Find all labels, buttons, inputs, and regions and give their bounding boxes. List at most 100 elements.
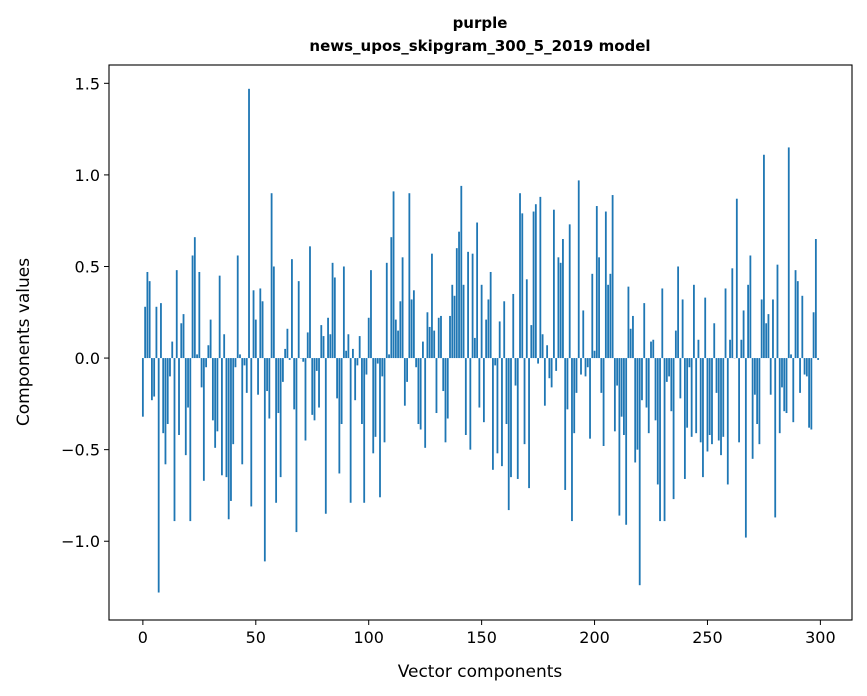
bar-68 (295, 358, 298, 533)
chart-title: purple (453, 14, 508, 32)
axes-frame (108, 64, 853, 621)
bar-195 (582, 310, 585, 359)
bar-87 (338, 358, 341, 474)
bar-254 (715, 358, 718, 393)
bar-194 (580, 358, 582, 375)
bar-273 (758, 358, 761, 445)
bar-286 (787, 147, 790, 359)
bar-43 (239, 354, 241, 359)
bar-105 (379, 358, 381, 498)
bar-3 (148, 281, 151, 359)
bar-123 (419, 358, 422, 430)
bar-40 (232, 358, 235, 445)
bar-190 (571, 358, 573, 522)
bar-15 (175, 270, 178, 359)
bar-23 (193, 237, 196, 359)
bar-45 (243, 358, 246, 366)
bar-223 (645, 358, 648, 408)
bar-21 (189, 358, 192, 522)
bar-16 (178, 358, 180, 435)
bar-59 (275, 358, 278, 503)
bar-208 (611, 195, 614, 359)
bar-125 (424, 358, 427, 448)
bar-175 (537, 358, 539, 364)
bar-27 (202, 358, 205, 481)
bar-5 (153, 358, 156, 397)
bar-162 (507, 358, 510, 511)
bar-141 (460, 185, 463, 359)
bar-28 (205, 358, 208, 368)
bar-152 (485, 319, 488, 359)
bar-232 (665, 358, 668, 382)
bar-95 (356, 358, 359, 366)
bar-263 (735, 198, 738, 359)
bar-6 (155, 306, 158, 359)
bar-186 (562, 239, 564, 359)
bar-39 (230, 358, 232, 501)
bar-188 (566, 358, 569, 410)
bar-63 (284, 348, 287, 359)
bar-44 (241, 358, 244, 465)
bar-219 (636, 358, 639, 450)
bar-285 (785, 358, 788, 414)
bar-41 (234, 358, 237, 368)
bar-46 (245, 358, 248, 393)
bar-107 (383, 358, 386, 443)
y-tick-label: 1.0 (75, 166, 100, 185)
bar-24 (196, 354, 198, 359)
y-axis-label: Components values (14, 258, 34, 426)
bar-50 (254, 319, 257, 359)
bar-163 (510, 358, 512, 478)
bar-90 (345, 350, 348, 359)
bar-116 (403, 358, 406, 406)
x-axis-label: Vector components (398, 662, 563, 682)
bar-66 (291, 259, 293, 359)
bar-142 (462, 284, 465, 359)
bar-159 (501, 358, 503, 467)
bar-209 (613, 358, 616, 432)
bar-17 (180, 323, 183, 359)
y-tick-label: 0.5 (75, 257, 100, 276)
bar-276 (765, 323, 768, 359)
bar-230 (661, 288, 664, 359)
bar-102 (372, 358, 375, 454)
bar-165 (514, 358, 517, 386)
bar-203 (600, 358, 603, 393)
bar-154 (489, 271, 492, 359)
bar-192 (575, 358, 578, 393)
bar-52 (259, 288, 262, 359)
bar-103 (374, 358, 377, 437)
bar-91 (347, 334, 350, 359)
x-tick-label: 250 (692, 628, 723, 647)
bar-204 (602, 358, 605, 446)
bar-117 (406, 358, 409, 382)
bar-201 (595, 206, 598, 359)
bar-12 (169, 358, 171, 377)
bar-265 (740, 339, 743, 359)
bar-198 (589, 358, 591, 439)
bar-250 (706, 358, 709, 452)
bar-149 (478, 358, 481, 408)
bar-146 (471, 253, 474, 359)
bar-85 (333, 277, 336, 359)
bar-32 (214, 358, 217, 448)
bar-135 (446, 358, 449, 419)
bar-25 (198, 271, 201, 359)
bar-256 (720, 358, 722, 456)
bar-113 (397, 330, 399, 359)
bar-86 (336, 358, 338, 399)
bar-112 (394, 319, 397, 359)
bar-245 (695, 358, 698, 434)
bar-279 (772, 299, 774, 359)
bar-206 (607, 284, 610, 359)
bar-99 (365, 358, 368, 375)
bar-35 (221, 358, 223, 476)
bar-178 (543, 358, 546, 406)
bar-185 (559, 262, 562, 359)
bar-174 (534, 204, 537, 359)
bar-234 (670, 358, 673, 412)
bar-166 (516, 358, 519, 479)
bar-74 (309, 246, 311, 359)
bar-26 (200, 358, 203, 388)
bar-20 (187, 358, 189, 408)
